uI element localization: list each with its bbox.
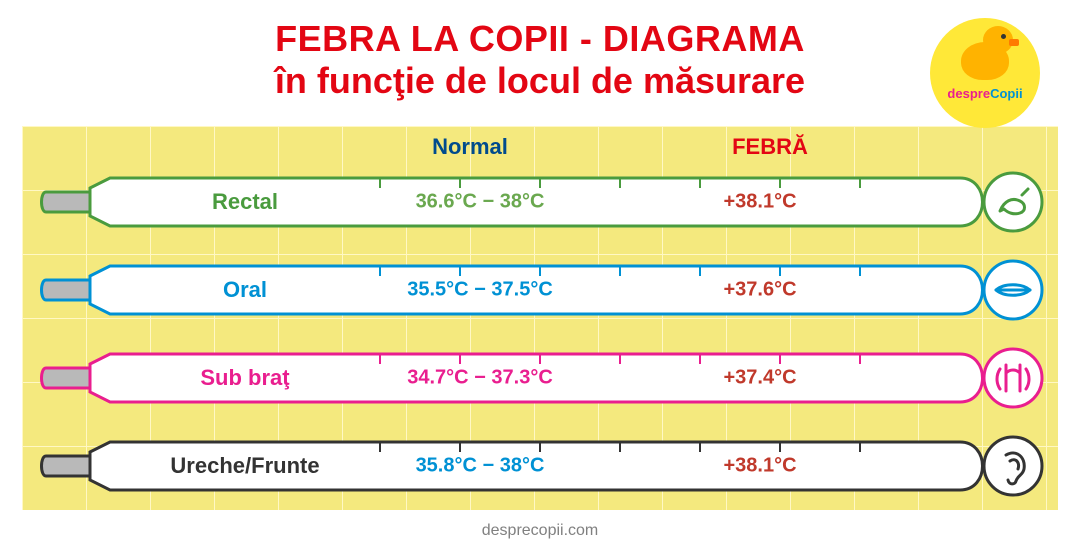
- thermometer-row: Oral 35.5°C − 37.5°C +37.6°C: [0, 256, 1080, 324]
- thermometer-row: Ureche/Frunte 35.8°C − 38°C +38.1°C: [0, 432, 1080, 500]
- row-normal-value: 35.5°C − 37.5°C: [340, 279, 620, 302]
- rectal-icon: [982, 171, 1044, 233]
- row-normal-value: 34.7°C − 37.3°C: [340, 367, 620, 390]
- mouth-icon: [982, 259, 1044, 321]
- armpit-icon: [982, 347, 1044, 409]
- row-label: Rectal: [160, 189, 330, 215]
- row-normal-value: 36.6°C − 38°C: [340, 191, 620, 214]
- logo-text: despreCopii: [947, 86, 1022, 101]
- title-line-1: FEBRA LA COPII - DIAGRAMA: [0, 18, 1080, 60]
- thermometer-row: Rectal 36.6°C − 38°C +38.1°C: [0, 168, 1080, 236]
- row-label: Sub braţ: [160, 365, 330, 391]
- row-label: Oral: [160, 277, 330, 303]
- row-fever-value: +37.4°C: [660, 367, 860, 390]
- column-fever-label: FEBRĂ: [640, 134, 900, 160]
- title-line-2: în funcţie de locul de măsurare: [0, 60, 1080, 102]
- header: FEBRA LA COPII - DIAGRAMA în funcţie de …: [0, 0, 1080, 102]
- row-fever-value: +37.6°C: [660, 279, 860, 302]
- column-normal-label: Normal: [300, 134, 640, 160]
- ear-icon: [982, 435, 1044, 497]
- column-headers: Normal FEBRĂ: [0, 134, 1080, 160]
- footer-url: desprecopii.com: [0, 522, 1080, 540]
- thermometer-row: Sub braţ 34.7°C − 37.3°C +37.4°C: [0, 344, 1080, 412]
- brand-logo: despreCopii: [930, 18, 1040, 128]
- thermometer-rows: Rectal 36.6°C − 38°C +38.1°C Oral 35.5°C…: [0, 168, 1080, 520]
- row-fever-value: +38.1°C: [660, 455, 860, 478]
- duck-icon: [961, 42, 1009, 80]
- row-fever-value: +38.1°C: [660, 191, 860, 214]
- row-label: Ureche/Frunte: [160, 453, 330, 479]
- row-normal-value: 35.8°C − 38°C: [340, 455, 620, 478]
